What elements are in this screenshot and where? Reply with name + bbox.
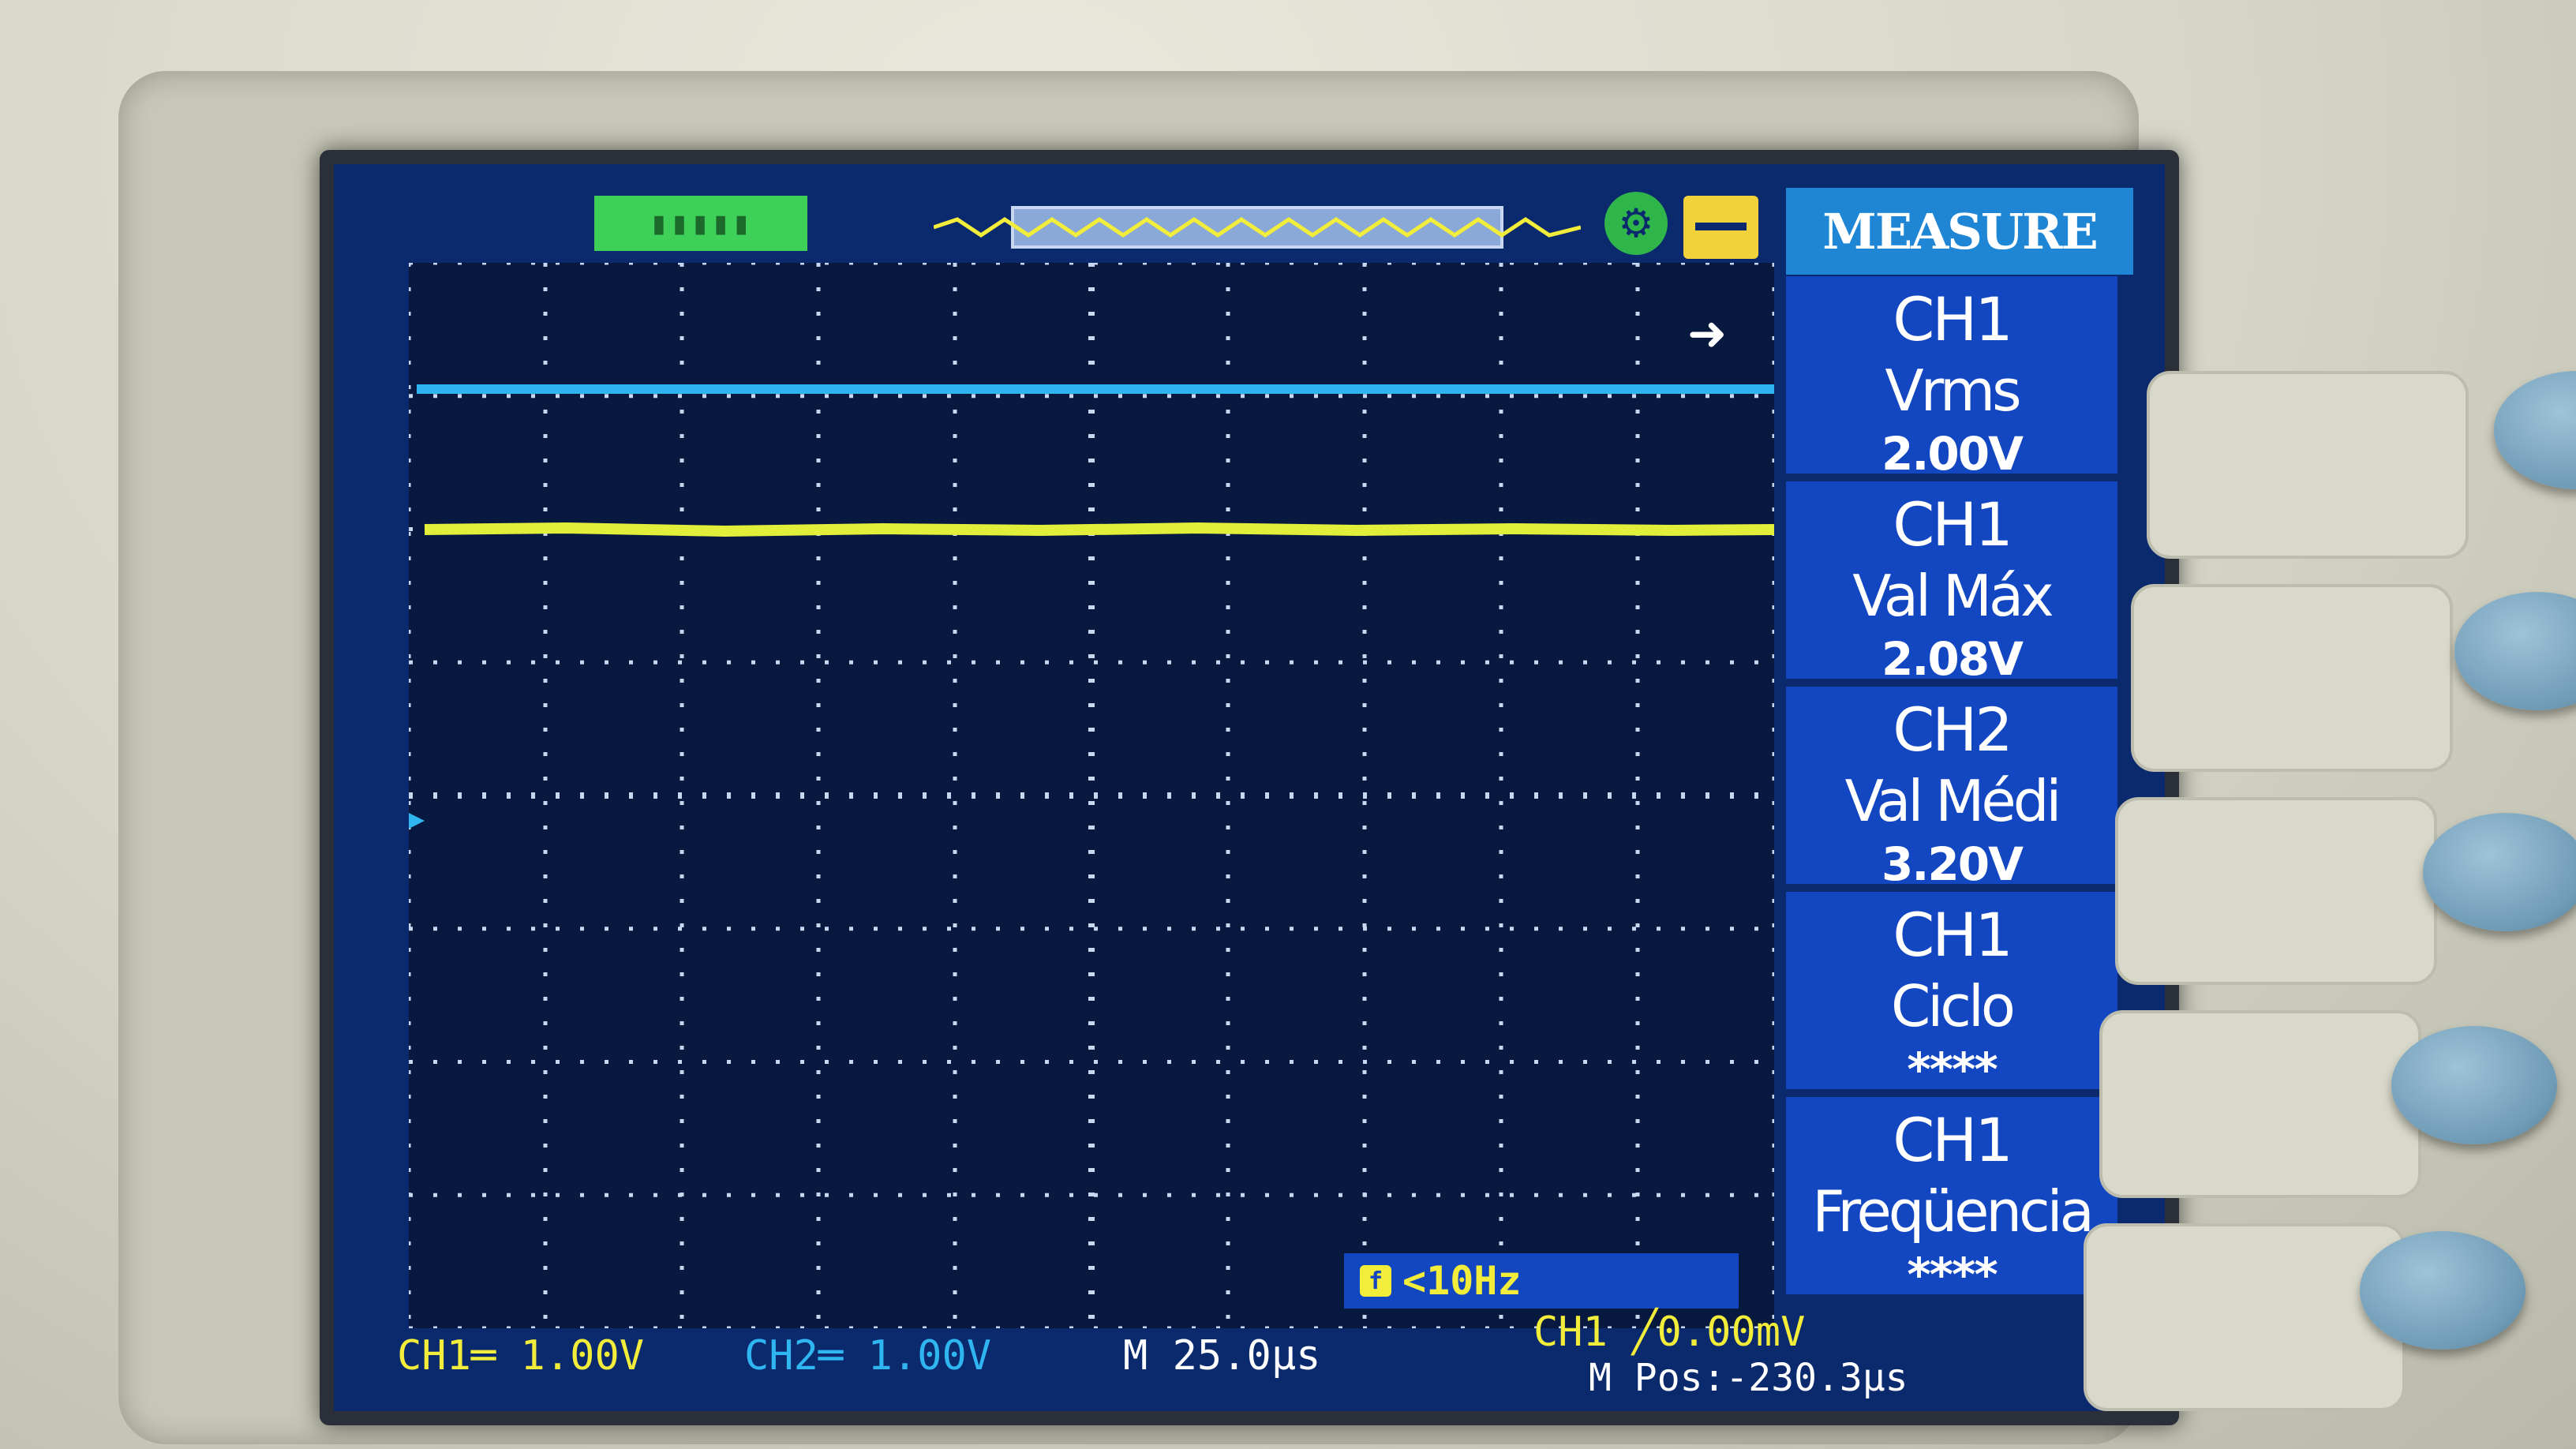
ch2-scale: CH2═ 1.00V <box>744 1332 992 1380</box>
run-status-badge: ▮▮▮▮▮ <box>594 196 807 251</box>
horizontal-position: M Pos:-230.3μs <box>1589 1356 1908 1400</box>
slot-type: Ciclo <box>1891 973 2016 1039</box>
slot-channel: CH2 <box>1893 695 2013 765</box>
slot-value: **** <box>1907 1248 1998 1301</box>
softkey-panel-4 <box>2099 1010 2421 1198</box>
frequency-value: <10Hz <box>1402 1258 1522 1304</box>
trigger-readout: CH1 ╱0.00mV <box>1533 1309 1806 1356</box>
softkey-panel-3 <box>2115 797 2437 985</box>
slot-value: 3.20V <box>1881 837 2024 891</box>
measure-slot-1[interactable]: CH1 Vrms 2.00V <box>1786 276 2117 481</box>
ch2-ground-marker: ▸ <box>409 795 425 841</box>
measure-slot-4[interactable]: CH1 Ciclo **** <box>1786 892 2117 1096</box>
slot-channel: CH1 <box>1893 900 2013 970</box>
oscilloscope-screen: ▮▮▮▮▮ ⚙ ▸ ➜ f <10Hz MEASURE CH1 Vrms 2.0… <box>320 150 2179 1425</box>
measure-slot-2[interactable]: CH1 Val Máx 2.08V <box>1786 481 2117 686</box>
measure-slot-5[interactable]: CH1 Freqüencia **** <box>1786 1097 2117 1301</box>
ch1-trace <box>424 522 1774 537</box>
slot-type: Val Médi <box>1844 768 2062 834</box>
slot-value: 2.08V <box>1881 632 2024 686</box>
softkey-button-5[interactable] <box>2360 1231 2525 1350</box>
trigger-icon: ⚙ <box>1604 192 1668 255</box>
measure-menu: MEASURE CH1 Vrms 2.00V CH1 Val Máx 2.08V… <box>1786 188 2133 1356</box>
slot-value: 2.00V <box>1881 427 2024 481</box>
timebase-indicator <box>934 206 1581 249</box>
timebase-readout: M 25.0μs <box>1123 1332 1321 1380</box>
softkey-button-3[interactable] <box>2423 813 2576 931</box>
slot-value: **** <box>1907 1043 1998 1096</box>
softkey-panel-2 <box>2131 584 2453 772</box>
slot-channel: CH1 <box>1893 284 2013 354</box>
slot-channel: CH1 <box>1893 1105 2013 1175</box>
softkey-panel-1 <box>2147 371 2469 559</box>
slot-type: Val Máx <box>1852 563 2054 629</box>
softkey-button-4[interactable] <box>2391 1026 2557 1144</box>
measure-slot-3[interactable]: CH2 Val Médi 3.20V <box>1786 687 2117 891</box>
frequency-readout: f <10Hz <box>1344 1253 1739 1309</box>
frequency-icon: f <box>1360 1265 1391 1297</box>
menu-title: MEASURE <box>1786 188 2133 275</box>
trigger-level-arrow: ➜ <box>1687 306 1727 361</box>
slot-type: Vrms <box>1885 358 2021 424</box>
waveform-grid: ▸ ➜ f <10Hz <box>409 263 1774 1328</box>
slot-type: Freqüencia <box>1812 1178 2094 1245</box>
graticule: ▸ ➜ <box>409 263 1774 1328</box>
softkey-panel-5 <box>2084 1223 2406 1411</box>
usb-icon <box>1683 196 1758 259</box>
slot-channel: CH1 <box>1893 489 2013 560</box>
ch1-scale: CH1═ 1.00V <box>397 1332 645 1380</box>
graticule-dots <box>409 263 1774 1328</box>
